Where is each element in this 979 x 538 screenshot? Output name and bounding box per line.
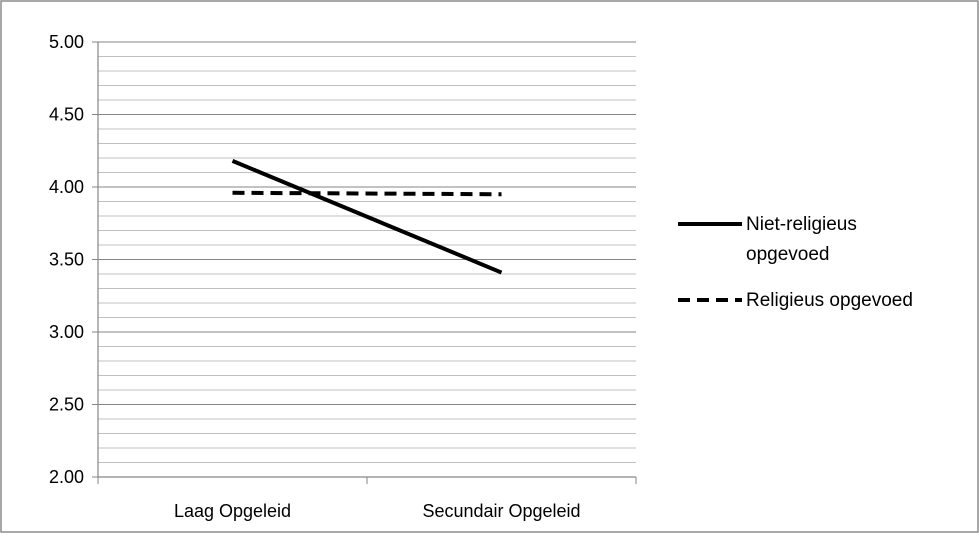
axes: 2.00 2.50 3.00 3.50 4.00 4.50 5.00 Laag Opgelei…: [49, 32, 637, 521]
series: [231, 159, 503, 275]
grid: [98, 41, 636, 463]
y-tick-label: 3.50: [49, 250, 84, 270]
legend: Niet-religieus opgevoed Religieus opgevoed: [678, 214, 913, 311]
legend-label: Religieus opgevoed: [746, 290, 913, 311]
series-line-religieus: [232, 190, 502, 197]
legend-label: Niet-religieus opgevoed: [746, 214, 857, 265]
y-tick-label: 5.00: [49, 32, 84, 52]
y-tick-label: 4.00: [49, 177, 84, 197]
x-tick-label: Secundair Opgeleid: [422, 501, 580, 521]
x-tick-label: Laag Opgeleid: [174, 501, 291, 521]
series-line-niet-religieus: [231, 159, 503, 275]
y-tick-label: 4.50: [49, 105, 84, 125]
y-tick-label: 2.00: [49, 467, 84, 487]
y-tick-label: 2.50: [49, 395, 84, 415]
y-tick-label: 3.00: [49, 322, 84, 342]
